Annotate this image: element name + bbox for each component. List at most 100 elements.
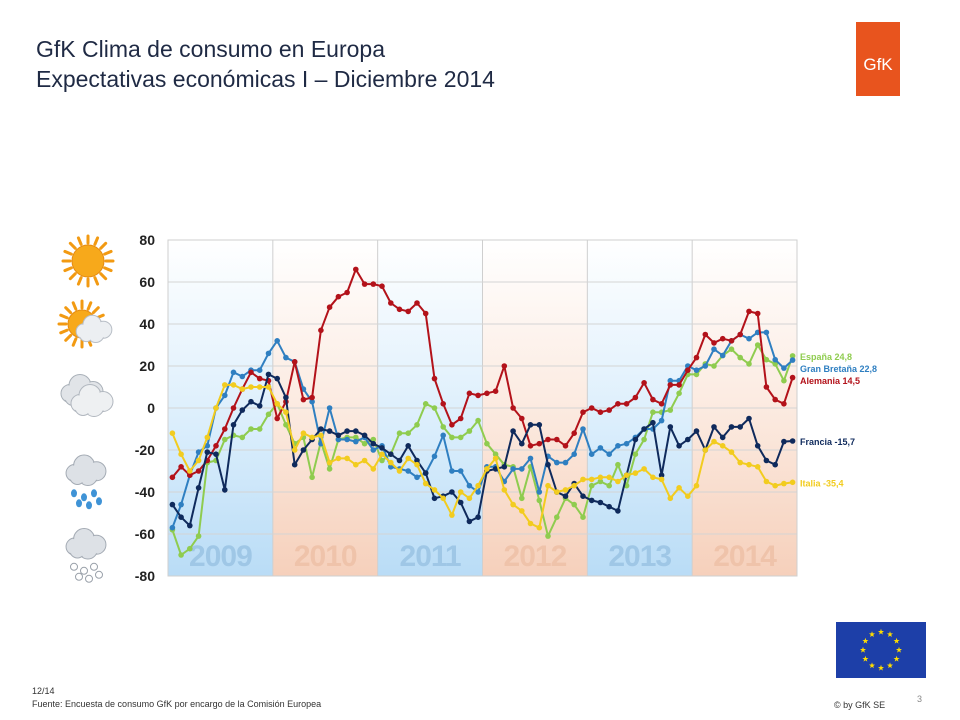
data-point (650, 409, 656, 416)
data-point (414, 457, 420, 464)
data-point (588, 476, 595, 483)
data-point (606, 482, 612, 489)
data-point (554, 489, 560, 495)
data-point (379, 451, 385, 458)
footer-copyright: © by GfK SE (834, 700, 886, 710)
data-point (239, 386, 246, 392)
data-point (781, 480, 787, 487)
data-point (527, 443, 534, 449)
data-point (711, 346, 717, 353)
data-point (562, 493, 569, 500)
data-point (361, 457, 368, 464)
data-point (702, 331, 709, 338)
data-point (405, 455, 412, 462)
data-point (772, 396, 778, 403)
data-point (772, 461, 778, 468)
data-point (195, 449, 202, 455)
data-point (335, 455, 342, 462)
data-point (545, 461, 551, 468)
data-point (178, 451, 184, 458)
data-point (728, 449, 735, 455)
data-point (187, 468, 193, 474)
data-point (431, 375, 438, 382)
data-point (291, 447, 298, 453)
data-point (571, 501, 577, 508)
data-point (615, 401, 621, 407)
data-point (396, 457, 403, 464)
data-point (248, 426, 254, 432)
data-point (606, 474, 612, 481)
data-point (623, 440, 630, 447)
data-point (466, 428, 473, 434)
data-point (536, 497, 543, 504)
data-point (667, 424, 674, 430)
data-point (492, 466, 499, 472)
data-point (405, 468, 412, 474)
data-point (326, 428, 333, 434)
y-tick-label: -20 (135, 442, 155, 458)
data-point (623, 401, 630, 407)
data-point (396, 306, 403, 313)
data-point (248, 369, 254, 376)
data-point (222, 382, 228, 388)
data-point (213, 451, 219, 458)
data-point (562, 443, 569, 449)
data-point (204, 449, 211, 455)
data-point (422, 470, 429, 476)
year-label-2014: 2014 (713, 540, 777, 573)
data-point (405, 430, 412, 437)
page-title: GfK Clima de consumo en Europa (36, 36, 386, 62)
data-point (588, 405, 595, 411)
data-point (274, 338, 281, 344)
data-point (178, 514, 184, 520)
data-point (222, 436, 228, 443)
data-point (265, 350, 272, 357)
y-tick-label: 0 (147, 400, 155, 416)
data-point (615, 508, 621, 514)
data-point (658, 476, 665, 483)
data-point (658, 417, 665, 424)
eu-star (859, 646, 867, 653)
data-point (597, 409, 604, 416)
data-point (658, 472, 665, 479)
data-point (353, 461, 359, 468)
data-point (169, 524, 176, 531)
data-point (676, 382, 682, 388)
data-point (536, 422, 543, 428)
data-point (597, 478, 604, 485)
data-point (195, 533, 202, 539)
data-point (728, 338, 735, 344)
data-point (204, 434, 211, 441)
data-point (326, 466, 333, 472)
data-point (431, 453, 438, 460)
data-point (484, 440, 490, 447)
data-point (536, 524, 543, 531)
data-point (300, 447, 307, 453)
data-point (335, 293, 342, 300)
data-point (169, 430, 176, 437)
footer-date: 12/14 (32, 686, 55, 696)
chart-grid (167, 239, 798, 577)
eu-stars (859, 628, 903, 671)
data-point (379, 457, 385, 464)
data-point (256, 375, 263, 382)
data-point (283, 422, 289, 428)
data-point (388, 459, 394, 466)
data-point (361, 432, 368, 439)
data-point (510, 501, 516, 508)
data-point (588, 497, 595, 504)
data-point (353, 266, 359, 273)
data-point (475, 417, 481, 424)
data-point (431, 405, 438, 411)
data-point (414, 461, 420, 468)
sun-cloud-icon (57, 299, 113, 349)
data-point (667, 382, 674, 388)
data-point (641, 426, 647, 432)
data-point (475, 514, 481, 520)
data-point (309, 398, 315, 405)
y-tick-label: 20 (139, 358, 155, 374)
data-point (309, 394, 315, 401)
data-point (414, 300, 420, 306)
data-point (388, 451, 394, 458)
data-point (789, 357, 796, 363)
